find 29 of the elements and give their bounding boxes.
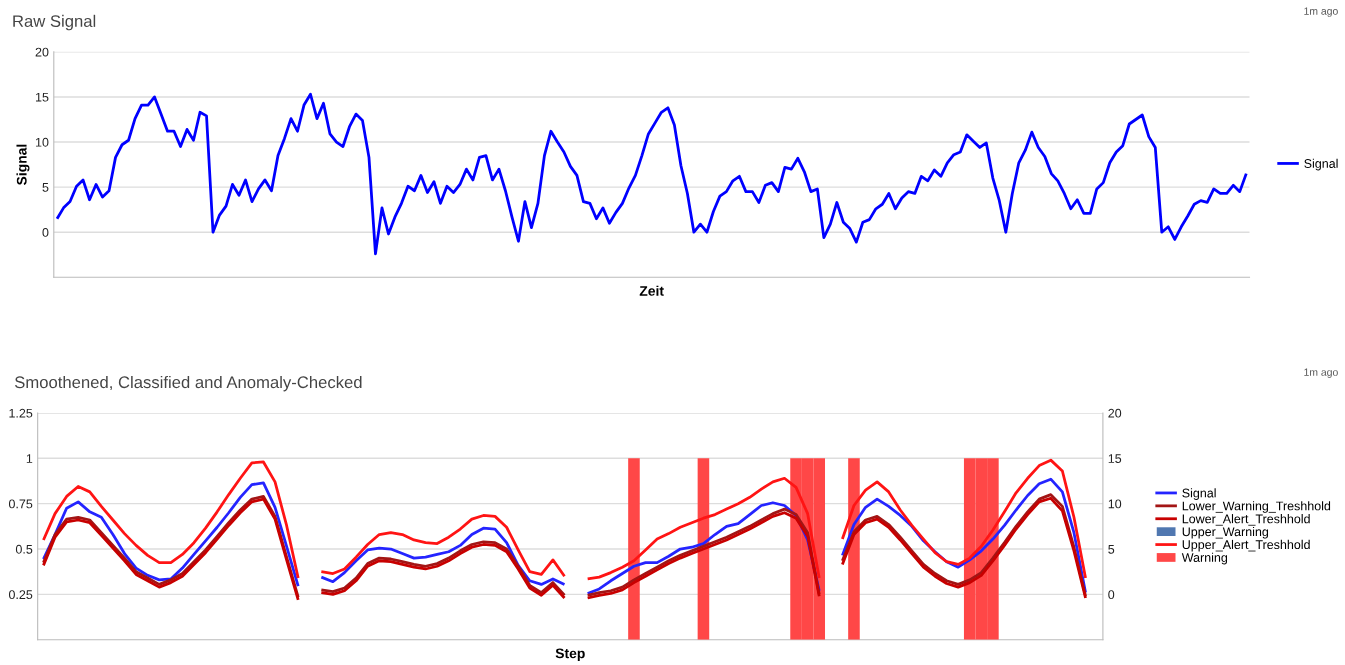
y2-tick-label: 5 <box>1108 544 1115 554</box>
legend-label: Signal <box>1304 158 1338 171</box>
y-tick-label: 5 <box>42 183 49 192</box>
y-tick-label: 0.25 <box>8 590 33 600</box>
y-tick-label: 0.5 <box>15 544 33 554</box>
y-tick-label: 1 <box>26 454 33 463</box>
chart-title: Raw Signal <box>13 14 96 31</box>
text: 1m ago <box>1304 368 1338 378</box>
legend-label: Warning <box>1181 552 1228 565</box>
legend-label: Upper_Warning <box>1182 526 1269 539</box>
legend-label: Signal <box>1182 488 1216 500</box>
x-axis-title: Zeit <box>639 285 664 296</box>
y2-tick-label: 0 <box>1108 590 1115 600</box>
y2-tick-label: 10 <box>1108 499 1122 509</box>
legend-label: Lower_Warning_Treshhold <box>1182 501 1331 513</box>
y2-tick-label: 15 <box>1108 454 1122 463</box>
y-axis-title: Signal <box>16 144 30 186</box>
chart-title: Smoothened, Classified and Anomaly-Checked <box>14 375 362 392</box>
y-tick-label: 0.75 <box>8 499 33 509</box>
y-tick-label: 20 <box>35 47 49 57</box>
legend-label: Upper_Alert_Treshhold <box>1182 539 1310 552</box>
x-axis-title: Step <box>555 648 585 662</box>
y2-tick-label: 20 <box>1108 408 1122 418</box>
y-tick-label: 0 <box>42 228 49 237</box>
legend-label: Lower_Alert_Treshhold <box>1182 514 1310 526</box>
y-tick-label: 1.25 <box>9 408 33 418</box>
y-tick-label: 10 <box>35 137 49 147</box>
text: 1m ago <box>1304 7 1338 17</box>
y-tick-label: 15 <box>35 92 49 102</box>
